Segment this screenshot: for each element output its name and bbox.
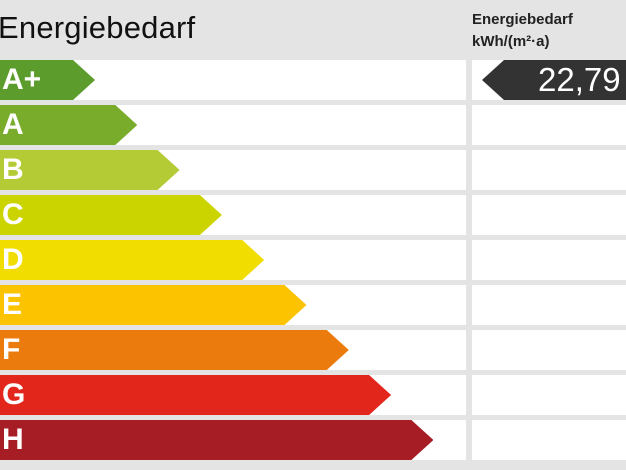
- unit-line1: Energiebedarf: [472, 11, 573, 28]
- value-cell: [472, 195, 626, 235]
- rating-label: E: [2, 288, 23, 321]
- value-cell: [472, 420, 626, 460]
- rating-bar: [0, 195, 222, 235]
- value-marker: [482, 60, 626, 100]
- rating-bar: [0, 150, 180, 190]
- rating-bar: [0, 420, 434, 460]
- rating-row: E: [0, 285, 466, 325]
- rating-row: C: [0, 195, 466, 235]
- rating-row: G: [0, 375, 466, 415]
- rating-row: D: [0, 240, 466, 280]
- value-cell: [472, 375, 626, 415]
- value-cell: [472, 150, 626, 190]
- rating-label: F: [2, 333, 21, 366]
- value-cell: [472, 285, 626, 325]
- rating-bar: [0, 105, 138, 145]
- rating-label: C: [2, 198, 24, 231]
- rating-bar: [0, 240, 265, 280]
- rating-label: A+: [2, 63, 42, 96]
- rating-row: A: [0, 105, 466, 145]
- unit-line2: kWh/(m²·a): [472, 33, 550, 50]
- rating-label: D: [2, 243, 24, 276]
- value-label: 22,79: [538, 61, 621, 98]
- rating-label: G: [2, 378, 26, 411]
- value-cell: [472, 105, 626, 145]
- rating-row: A+: [0, 60, 466, 100]
- rating-bar: [0, 375, 392, 415]
- rating-label: A: [2, 108, 24, 141]
- rating-row: B: [0, 150, 466, 190]
- rating-bar: [0, 330, 349, 370]
- value-cell: [472, 330, 626, 370]
- unit-label: Energiebedarf kWh/(m²·a): [472, 9, 573, 53]
- rating-bar: [0, 285, 307, 325]
- rating-row: F: [0, 330, 466, 370]
- rating-label: H: [2, 423, 24, 456]
- value-cell: [472, 240, 626, 280]
- rating-label: B: [2, 153, 24, 186]
- title: Energiebedarf: [0, 10, 196, 45]
- rating-bar: [0, 60, 95, 100]
- rating-row: H: [0, 420, 466, 460]
